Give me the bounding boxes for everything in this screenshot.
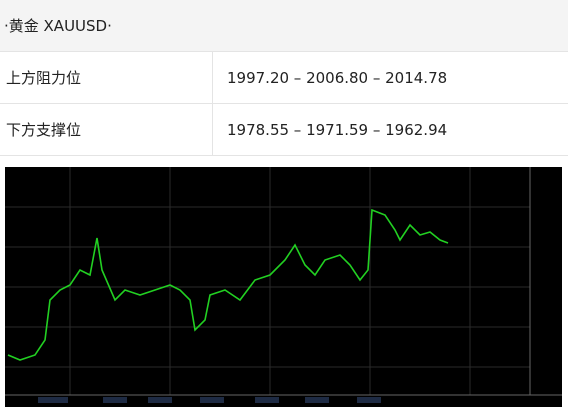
value-cell: 1997.20 – 2006.80 – 2014.78 bbox=[227, 68, 448, 87]
chart-image bbox=[5, 167, 562, 407]
axis-labels bbox=[38, 397, 381, 403]
value-cell: 1978.55 – 1971.59 – 1962.94 bbox=[227, 120, 448, 139]
table-row: 上方阻力位 1997.20 – 2006.80 – 2014.78 bbox=[0, 52, 568, 104]
label-cell: 上方阻力位 bbox=[0, 52, 213, 103]
label-cell: 下方支撑位 bbox=[0, 104, 213, 155]
header: ·黄金 XAUUSD· bbox=[0, 0, 568, 52]
table-row: 下方支撑位 1978.55 – 1971.59 – 1962.94 bbox=[0, 104, 568, 156]
price-line bbox=[7, 208, 449, 361]
title: ·黄金 XAUUSD· bbox=[4, 17, 112, 35]
grid bbox=[5, 167, 530, 395]
